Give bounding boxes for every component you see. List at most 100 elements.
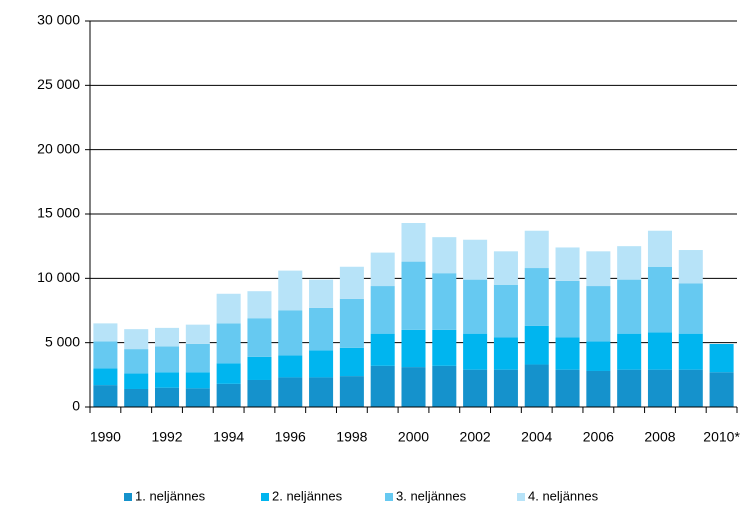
bar-segment [463, 239, 488, 280]
bar-segment [586, 251, 611, 287]
bar-segment [709, 372, 734, 407]
x-tick-label: 2000 [398, 429, 429, 445]
bar-segment [401, 261, 426, 330]
bar-segment [493, 369, 518, 407]
bar-segment [709, 343, 734, 373]
bar-segment [124, 349, 149, 374]
bar-segment [432, 329, 457, 366]
bar-segment [278, 270, 303, 311]
bar-segment [370, 286, 395, 334]
bar-segment [617, 369, 642, 407]
bar-segment [617, 279, 642, 334]
x-tick-label: 2008 [644, 429, 675, 445]
legend-label: 3. neljännes [396, 488, 467, 503]
bar-segment [463, 369, 488, 407]
bar-segment [93, 323, 118, 342]
legend: 1. neljännes 2. neljännes 3. neljännes 4. n… [124, 488, 599, 503]
bar-segment [124, 388, 149, 407]
bar-segment [278, 355, 303, 378]
legend-swatch [261, 493, 269, 501]
bar-segment [185, 324, 210, 344]
bar-segment [185, 388, 210, 407]
bar-segment [463, 279, 488, 334]
x-tick-label: 2002 [460, 429, 491, 445]
bar-segment [586, 370, 611, 407]
bar-segment [339, 298, 364, 348]
bar-segment [647, 230, 672, 267]
bar-segment [555, 369, 580, 407]
bar-segment [278, 310, 303, 356]
bar-segment [185, 372, 210, 389]
bar-segment [432, 365, 457, 407]
bar-segment [93, 368, 118, 386]
x-tick-label: 2004 [521, 429, 552, 445]
bar-segment [124, 329, 149, 350]
bar-segment [555, 247, 580, 281]
bar-segment [309, 377, 334, 407]
bar-segment [309, 279, 334, 308]
legend-swatch [385, 493, 393, 501]
bar-segment [401, 367, 426, 407]
bar-segment [647, 332, 672, 370]
bar-segment [493, 284, 518, 338]
bar-segment [617, 333, 642, 370]
bar-segment [309, 350, 334, 378]
x-tick-label: 1998 [336, 429, 367, 445]
bar-segment [678, 333, 703, 370]
bar-segment [555, 337, 580, 370]
bar-segment [370, 365, 395, 407]
legend-label: 1. neljännes [135, 488, 206, 503]
bar-segment [247, 379, 272, 407]
bar-segment [370, 252, 395, 287]
bar-segment [247, 318, 272, 357]
y-tick-label: 5 000 [45, 333, 80, 349]
legend-swatch [124, 493, 132, 501]
bar-segment [524, 325, 549, 365]
bar-segment [401, 223, 426, 262]
bar-segment [493, 251, 518, 285]
bar-segment [278, 377, 303, 407]
bar-segment [678, 283, 703, 334]
bar-segment [678, 369, 703, 407]
bar-segment [124, 373, 149, 389]
bar-segment [93, 341, 118, 369]
bar-segment [401, 329, 426, 368]
y-tick-label: 25 000 [37, 76, 80, 92]
x-tick-label: 1992 [151, 429, 182, 445]
bar-segment [155, 372, 180, 388]
bar-segment [463, 333, 488, 370]
bar-segment [247, 291, 272, 319]
x-tick-label: 1990 [90, 429, 121, 445]
bar-segment [216, 323, 241, 364]
bar-segment [555, 280, 580, 338]
bar-segment [339, 347, 364, 377]
y-tick-label: 0 [72, 398, 80, 414]
bar-segment [339, 266, 364, 299]
bar-segment [432, 273, 457, 330]
y-tick-label: 30 000 [37, 12, 80, 28]
bar-segment [647, 369, 672, 407]
bar-segment [524, 364, 549, 407]
y-tick-label: 15 000 [37, 205, 80, 221]
bar-segment [647, 266, 672, 333]
bar-segment [617, 246, 642, 280]
legend-label: 4. neljännes [528, 488, 599, 503]
x-tick-label: 2010* [703, 429, 740, 445]
y-tick-label: 20 000 [37, 140, 80, 156]
bar-segment [493, 337, 518, 370]
bar-segment [586, 286, 611, 342]
bar-segment [155, 327, 180, 347]
legend-swatch [517, 493, 525, 501]
bar-segment [309, 307, 334, 351]
x-tick-label: 1994 [213, 429, 244, 445]
bar-segment [247, 356, 272, 380]
bar-segment [524, 268, 549, 326]
bar-segment [93, 385, 118, 407]
bar-segment [185, 343, 210, 373]
x-tick-label: 2006 [583, 429, 614, 445]
bar-segment [524, 230, 549, 269]
legend-label: 2. neljännes [272, 488, 343, 503]
bar-segment [586, 341, 611, 371]
x-tick-label: 1996 [275, 429, 306, 445]
bar-segment [155, 346, 180, 373]
